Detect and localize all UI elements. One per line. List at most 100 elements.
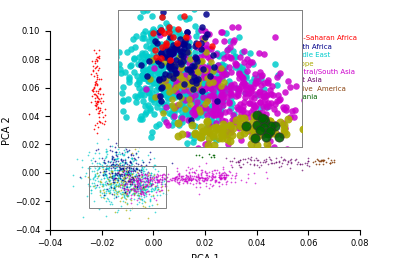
- Point: [146, 55, 153, 59]
- Point: [119, 151, 126, 155]
- Point: [192, 78, 198, 82]
- Point: [190, 74, 196, 78]
- Point: [94, 111, 101, 115]
- Point: [284, 162, 290, 166]
- Point: [249, 85, 256, 90]
- Point: [175, 176, 181, 180]
- Point: [194, 79, 200, 83]
- Point: [122, 150, 128, 154]
- Point: [105, 177, 111, 181]
- Point: [193, 113, 200, 117]
- Point: [143, 176, 150, 180]
- Point: [135, 179, 141, 183]
- Point: [216, 174, 222, 179]
- Point: [126, 171, 132, 175]
- Point: [191, 113, 197, 117]
- Point: [123, 197, 129, 201]
- Point: [112, 176, 118, 180]
- Point: [148, 135, 155, 140]
- Point: [193, 107, 200, 111]
- Point: [293, 157, 300, 161]
- Point: [206, 174, 212, 178]
- Point: [243, 83, 250, 87]
- Point: [277, 120, 283, 124]
- Point: [70, 184, 77, 188]
- Point: [145, 177, 152, 181]
- Point: [203, 52, 209, 56]
- Point: [211, 82, 217, 86]
- Point: [148, 186, 155, 190]
- Point: [273, 160, 279, 164]
- Point: [260, 94, 266, 98]
- Point: [171, 72, 178, 76]
- Point: [120, 132, 126, 136]
- Point: [152, 166, 158, 171]
- Point: [193, 83, 200, 87]
- Point: [199, 135, 206, 140]
- Point: [100, 99, 106, 103]
- Point: [178, 115, 184, 119]
- Point: [206, 186, 212, 190]
- Point: [110, 176, 116, 180]
- Point: [160, 76, 166, 80]
- Point: [146, 180, 152, 184]
- Point: [92, 59, 98, 63]
- Point: [205, 176, 211, 180]
- Point: [140, 183, 146, 187]
- Point: [145, 153, 151, 157]
- Point: [215, 118, 222, 122]
- Point: [207, 65, 214, 69]
- Point: [181, 175, 188, 180]
- Point: [172, 95, 178, 99]
- Point: [242, 121, 249, 125]
- Point: [111, 173, 117, 178]
- Point: [91, 181, 97, 185]
- Point: [198, 90, 204, 94]
- Point: [187, 102, 194, 106]
- Point: [132, 175, 138, 180]
- Point: [112, 188, 118, 192]
- Point: [113, 184, 120, 188]
- Point: [302, 160, 308, 165]
- Point: [143, 163, 149, 167]
- Point: [139, 198, 146, 203]
- Point: [162, 64, 168, 68]
- Point: [126, 148, 132, 152]
- Point: [91, 150, 98, 155]
- Point: [195, 96, 201, 100]
- Point: [132, 178, 139, 182]
- Point: [147, 181, 153, 185]
- Point: [210, 175, 216, 180]
- Point: [217, 86, 224, 90]
- Point: [150, 31, 156, 35]
- Point: [189, 170, 196, 174]
- Point: [99, 165, 106, 169]
- Point: [130, 153, 137, 157]
- Point: [142, 188, 148, 192]
- Point: [141, 74, 148, 78]
- Point: [180, 72, 187, 76]
- Point: [138, 167, 144, 171]
- Point: [113, 192, 120, 197]
- Point: [198, 168, 204, 172]
- Point: [123, 115, 130, 119]
- Point: [99, 190, 106, 195]
- Point: [175, 134, 182, 138]
- Point: [140, 192, 146, 196]
- Point: [89, 59, 95, 63]
- Point: [185, 56, 192, 60]
- Point: [126, 178, 132, 182]
- Point: [121, 172, 127, 176]
- Point: [124, 172, 130, 176]
- Point: [114, 157, 120, 161]
- Point: [186, 108, 192, 112]
- Point: [159, 15, 165, 19]
- Point: [128, 178, 134, 182]
- Point: [202, 142, 208, 146]
- Point: [91, 184, 97, 189]
- Point: [149, 130, 156, 134]
- Point: [183, 17, 190, 21]
- Point: [267, 158, 274, 162]
- Point: [184, 176, 190, 181]
- Point: [120, 186, 127, 190]
